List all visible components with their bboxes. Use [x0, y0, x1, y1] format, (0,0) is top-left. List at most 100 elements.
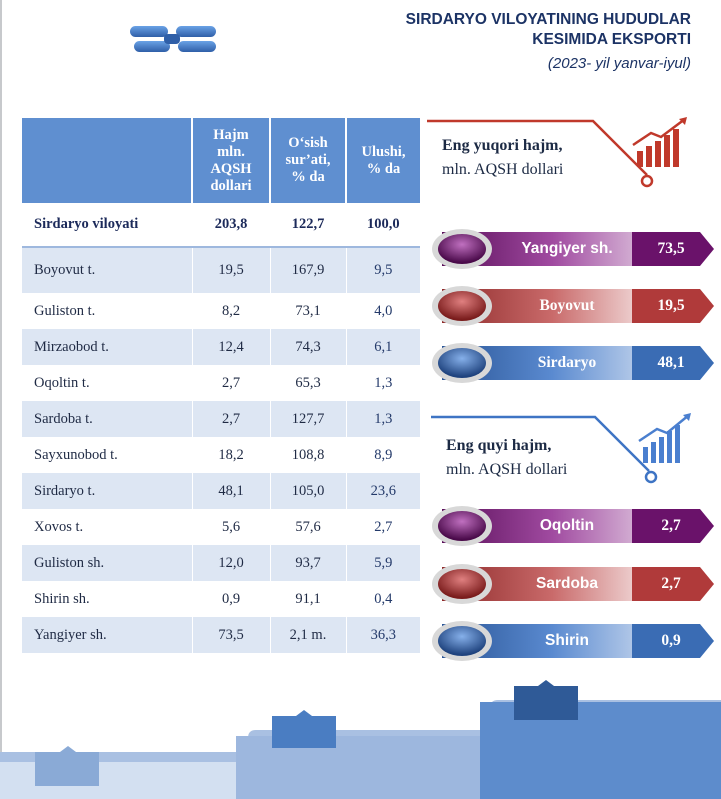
header-share-line: % da: [366, 160, 401, 177]
title-line-2: KESIMIDA EKSPORTI: [532, 31, 691, 48]
top-bar-3: Sirdaryo 48,1: [432, 342, 716, 384]
bottom-bar-2: Sardoba 2,7: [432, 563, 716, 605]
cell-volume: 73,5: [192, 617, 271, 653]
header-volume-line: Hajm: [213, 126, 249, 143]
table-row: Guliston sh. 12,0 93,7 5,9: [22, 545, 420, 581]
table-row: Sayxunobod t. 18,2 108,8 8,9: [22, 437, 420, 473]
cell-volume: 203,8: [192, 203, 271, 248]
page-subtitle: (2023- yil yanvar-iyul): [547, 55, 691, 72]
header-share: Ulushi, % da: [346, 118, 420, 203]
top-panel-title-bold: Eng yuqori hajm,: [442, 137, 563, 154]
page-left-border: [0, 0, 2, 799]
bottom-panel-title: Eng quyi hajm, mln. AQSH dollari: [446, 434, 567, 482]
cell-share: 5,9: [346, 545, 420, 581]
cell-growth: 105,0: [270, 473, 347, 509]
cell-growth: 108,8: [270, 437, 347, 473]
cell-growth: 74,3: [270, 329, 347, 365]
bottom-bar-3: Shirin 0,9: [432, 620, 716, 662]
page-title: SIRDARYO VILOYATINING HUDUDLAR KESIMIDA …: [291, 10, 691, 50]
logo-icon: [130, 26, 216, 52]
bar-label: Shirin: [545, 632, 589, 649]
cell-share: 1,3: [346, 401, 420, 437]
table-row: Shirin sh. 0,9 91,1 0,4: [22, 581, 420, 617]
bar-label: Sirdaryo: [537, 354, 597, 371]
cell-name: Guliston sh.: [22, 545, 193, 581]
table-row: Oqoltin t. 2,7 65,3 1,3: [22, 365, 420, 401]
cell-share: 4,0: [374, 302, 393, 319]
cell-volume: 2,7: [192, 401, 271, 437]
cell-share: 100,0: [346, 203, 420, 248]
panel-decoration: [427, 117, 691, 484]
bar-label: Sardoba: [535, 575, 598, 592]
bottom-panel-title-rest: mln. AQSH dollari: [446, 461, 568, 478]
table-row: Xovos t. 5,6 57,6 2,7: [22, 509, 420, 545]
cell-name: Boyovut t.: [22, 247, 193, 293]
bar-value: 19,5: [657, 297, 685, 314]
cell-name: Sayxunobod t.: [22, 437, 193, 473]
bar-label: Boyovut: [539, 297, 595, 314]
table-row: Guliston t. 8,2 73,1 4,0: [22, 293, 420, 329]
cell-share: 1,3: [374, 374, 393, 391]
cell-volume: 18,2: [192, 437, 271, 473]
cell-volume: 0,9: [192, 581, 271, 617]
cell-growth: 91,1: [270, 581, 347, 617]
bar-value: 73,5: [657, 240, 685, 257]
cell-share: 8,9: [374, 446, 393, 463]
cell-name: Oqoltin t.: [22, 365, 193, 401]
cell-share: 0,4: [374, 590, 393, 607]
cell-growth: 65,3: [270, 365, 347, 401]
cell-name: Xovos t.: [22, 509, 193, 545]
top-connector-dot: [640, 174, 654, 188]
table-header-row: Hajm mln. AQSH dollari O‘sish sur’ati, %…: [22, 118, 420, 203]
cell-share: 36,3: [346, 617, 420, 653]
header-volume-line: dollari: [210, 177, 252, 194]
cell-share: 6,1: [346, 329, 420, 365]
header-volume-line: AQSH: [210, 160, 252, 177]
bar-shape-blue: [432, 621, 714, 661]
cell-volume: 8,2: [192, 293, 271, 329]
cell-volume: 19,5: [192, 247, 271, 293]
table-row: Mirzaobod t. 12,4 74,3 6,1: [22, 329, 420, 365]
cell-share: 2,7: [374, 518, 393, 535]
bar-value: 0,9: [661, 632, 681, 649]
cell-growth: 2,1 m.: [270, 617, 347, 653]
bar-shape-blue: [432, 343, 714, 383]
top-bar-2: Boyovut 19,5: [432, 285, 716, 327]
top-panel-title: Eng yuqori hajm, mln. AQSH dollari: [442, 134, 563, 182]
footer-steps-decoration: [0, 680, 721, 799]
table-row: Sardoba t. 2,7 127,7 1,3: [22, 401, 420, 437]
header-growth-line: sur’ati,: [285, 152, 331, 168]
bar-label: Yangiyer sh.: [521, 240, 613, 257]
table-row: Boyovut t. 19,5 167,9 9,5: [22, 247, 420, 293]
table-row-total: Sirdaryo viloyati 203,8 122,7 100,0: [22, 203, 420, 248]
table-row: Sirdaryo t. 48,1 105,0 23,6: [22, 473, 420, 509]
export-table: Hajm mln. AQSH dollari O‘sish sur’ati, %…: [22, 118, 420, 653]
top-bar-1: Yangiyer sh. 73,5: [432, 228, 716, 270]
cell-volume: 5,6: [192, 509, 271, 545]
cell-name: Mirzaobod t.: [22, 329, 193, 365]
top-connector-line: [427, 119, 648, 176]
bar-shape-purple: [432, 229, 714, 269]
cell-volume: 2,7: [192, 365, 271, 401]
title-line-1: SIRDARYO VILOYATINING HUDUDLAR: [405, 11, 691, 28]
bottom-connector-line: [431, 415, 650, 472]
cell-name: Guliston t.: [22, 293, 193, 329]
cell-growth: 122,7: [270, 203, 347, 248]
cell-growth: 57,6: [270, 509, 347, 545]
header-share-line: Ulushi,: [361, 143, 406, 160]
cell-growth: 167,9: [270, 247, 347, 293]
bar-shape-red: [432, 564, 714, 604]
top-panel-title-rest: mln. AQSH dollari: [442, 161, 564, 178]
cell-name: Sardoba t.: [22, 401, 193, 437]
header-volume: Hajm mln. AQSH dollari: [192, 118, 271, 203]
bar-shape-purple: [432, 506, 714, 546]
cell-volume: 12,4: [192, 329, 271, 365]
cell-growth: 73,1: [270, 293, 347, 329]
bottom-connector-dot: [644, 470, 658, 484]
bottom-bar-1: Oqoltin 2,7: [432, 505, 716, 547]
cell-growth: 127,7: [270, 401, 347, 437]
bar-value: 2,7: [661, 575, 681, 592]
cell-name: Sirdaryo t.: [22, 473, 193, 509]
cell-name: Yangiyer sh.: [22, 617, 193, 653]
cell-name: Sirdaryo viloyati: [22, 203, 193, 248]
